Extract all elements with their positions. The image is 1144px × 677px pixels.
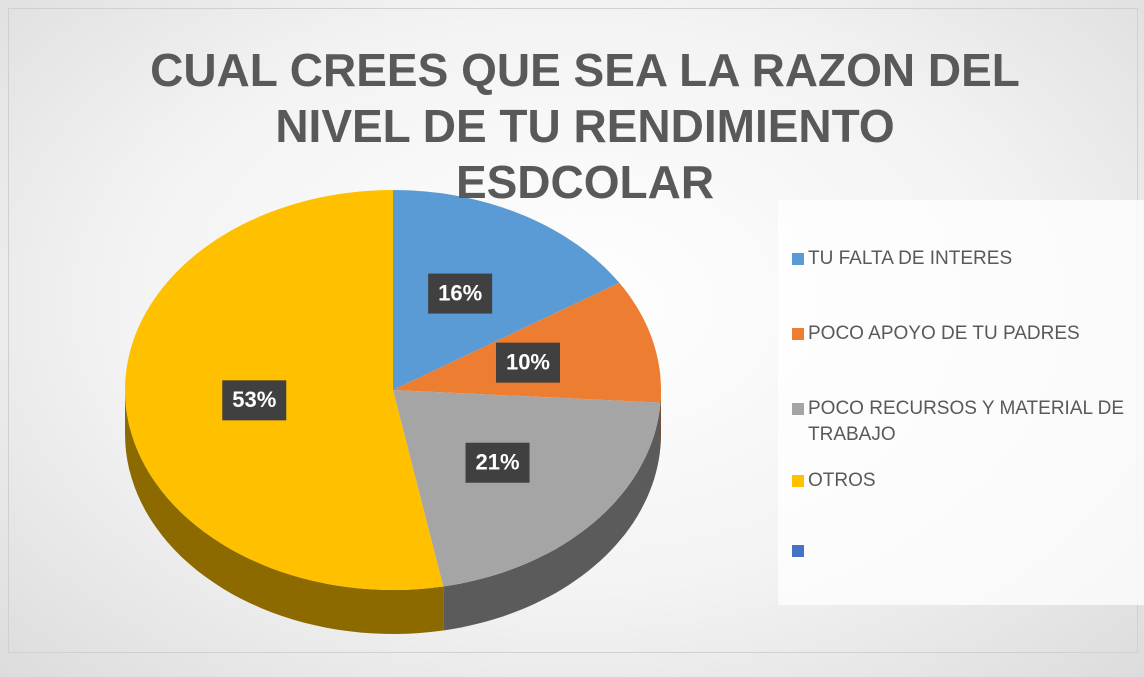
data-label-box xyxy=(495,342,560,383)
data-label-box xyxy=(465,442,530,483)
legend: TU FALTA DE INTERES POCO APOYO DE TU PADR… xyxy=(778,200,1144,605)
legend-swatch xyxy=(792,253,804,265)
legend-label: POCO RECURSOS Y MATERIAL DE TRABAJO xyxy=(808,398,1125,445)
legend-swatch xyxy=(792,328,804,340)
pie-slice xyxy=(393,390,661,587)
legend-item: OTROS xyxy=(792,468,1144,494)
data-label: 21% xyxy=(476,450,520,475)
data-label: 53% xyxy=(232,387,276,412)
legend-label: POCO APOYO DE TU PADRES xyxy=(808,323,1080,344)
legend-swatch xyxy=(792,403,804,415)
chart-title: CUAL CREES QUE SEA LA RAZON DEL NIVEL DE… xyxy=(150,44,1020,208)
data-label-box xyxy=(428,273,493,314)
legend-item: POCO APOYO DE TU PADRES xyxy=(792,321,1144,347)
pie-side xyxy=(443,402,661,631)
legend-item: TU FALTA DE INTERES xyxy=(792,246,1144,272)
legend-swatch xyxy=(792,475,804,487)
pie-side xyxy=(660,390,661,447)
pie-side xyxy=(125,390,444,634)
pie-slice xyxy=(393,190,620,390)
legend-item: POCO RECURSOS Y MATERIAL DE TRABAJO xyxy=(792,396,1144,448)
legend-label: TU FALTA DE INTERES xyxy=(808,248,1013,269)
data-label: 16% xyxy=(438,280,482,305)
legend-label: OTROS xyxy=(808,470,876,491)
legend-swatch xyxy=(792,545,804,557)
data-label: 10% xyxy=(506,349,550,374)
data-label-box xyxy=(222,380,287,421)
